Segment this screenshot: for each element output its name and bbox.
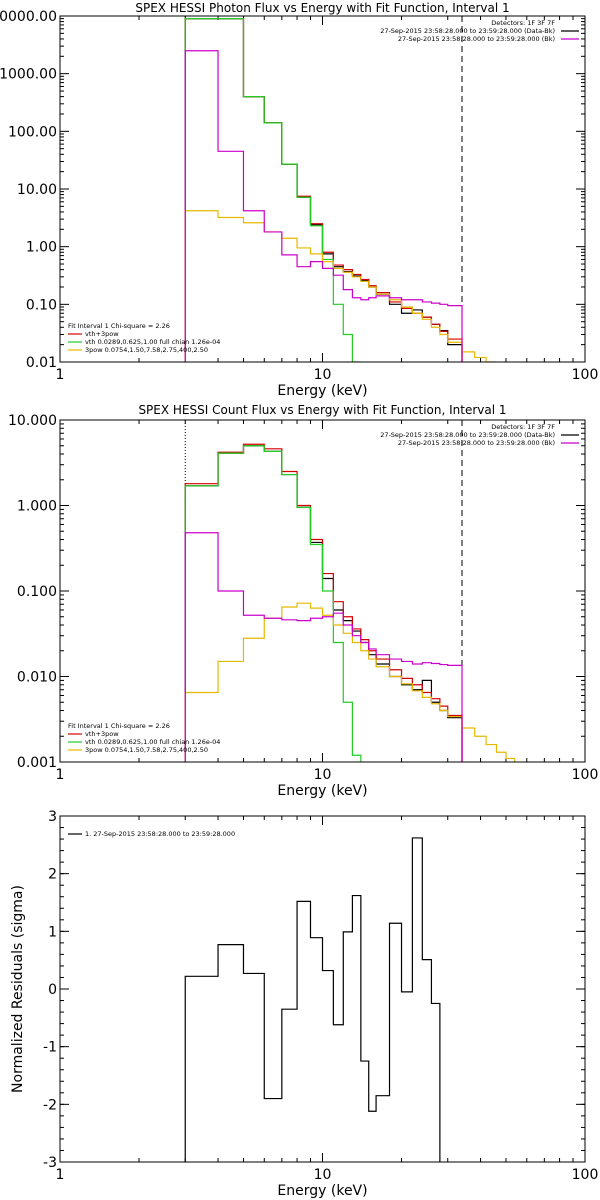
legend-text: vth+3pow bbox=[85, 730, 119, 738]
x-tick-label: 10 bbox=[314, 367, 332, 383]
y-tick-label: 0 bbox=[48, 982, 57, 998]
x-tick-label: 10 bbox=[314, 767, 332, 783]
legend-text: vth+3pow bbox=[85, 330, 119, 338]
series-data-line bbox=[184, 18, 463, 362]
y-tick-label: 10.00 bbox=[17, 182, 57, 198]
header-text: Detectors: 1F 3F 7F bbox=[491, 19, 555, 27]
x-tick-label: 1 bbox=[56, 367, 65, 383]
header-text: 27-Sep-2015 23:58:28.000 to 23:59:28.000… bbox=[380, 431, 555, 439]
y-tick-label: 1000.00 bbox=[0, 67, 57, 83]
y-tick-label: 0.100 bbox=[17, 584, 57, 600]
y-tick-label: -3 bbox=[43, 1155, 57, 1171]
legend-text: Fit Interval 1 Chi-square = 2.26 bbox=[68, 322, 170, 330]
series-background-line bbox=[184, 532, 463, 762]
y-tick-label: 100.00 bbox=[8, 124, 57, 140]
series-group bbox=[184, 443, 516, 762]
header-text: Detectors: 1F 3F 7F bbox=[491, 423, 555, 431]
y-tick-label: 0.001 bbox=[17, 755, 57, 771]
y-tick-label: 0.010 bbox=[17, 670, 57, 686]
series-background-line bbox=[184, 50, 463, 362]
x-tick-label: 100 bbox=[572, 767, 599, 783]
y-tick-label: 0.01 bbox=[26, 355, 57, 371]
series-model-line bbox=[184, 443, 463, 762]
header-text: 27-Sep-2015 23:58:28.000 to 23:59:28.000… bbox=[380, 27, 555, 35]
series-residuals-line bbox=[184, 837, 463, 1162]
legend-text: 3pow 0.0754,1.50,7.58,2.75,400,2.50 bbox=[85, 746, 208, 754]
y-axis-label: Normalized Residuals (sigma) bbox=[10, 885, 26, 1093]
legend-text: vth 0.0289,0.625,1.00 full chian 1.26e-0… bbox=[85, 338, 220, 346]
y-tick-label: 1.00 bbox=[26, 240, 57, 256]
x-tick-label: 100 bbox=[572, 367, 599, 383]
plot-frame bbox=[59, 15, 586, 363]
residuals-panel: 1 10 100 -3 -2 -1 0 1 2 3 Energy (keV) Normalized R… bbox=[10, 809, 598, 1199]
legend-text: 1. 27-Sep-2015 23:58:28.000 to 23:59:28.… bbox=[85, 830, 235, 838]
y-tick-label: 3 bbox=[48, 809, 57, 825]
x-axis-label: Energy (keV) bbox=[277, 1183, 367, 1199]
legend-text: vth 0.0289,0.625,1.00 full chian 1.26e-0… bbox=[85, 738, 220, 746]
plot-frame bbox=[59, 419, 586, 763]
x-tick-label: 1 bbox=[56, 767, 65, 783]
y-tick-label: 0.10 bbox=[26, 297, 57, 313]
legend-text: Fit Interval 1 Chi-square = 2.26 bbox=[68, 722, 170, 730]
y-tick-label: 10000.00 bbox=[0, 9, 57, 25]
x-tick-label: 100 bbox=[572, 1167, 599, 1183]
series-powerlaw-line bbox=[184, 602, 516, 762]
legend-text: 3pow 0.0754,1.50,7.58,2.75,400,2.50 bbox=[85, 346, 208, 354]
x-tick-label: 10 bbox=[314, 1167, 332, 1183]
y-tick-label: 10.000 bbox=[8, 413, 57, 429]
series-thermal-line bbox=[184, 445, 362, 762]
y-tick-label: -2 bbox=[43, 1097, 57, 1113]
y-tick-label: 1 bbox=[48, 924, 57, 940]
photon-flux-panel: SPEX HESSI Photon Flux vs Energy with Fi… bbox=[0, 1, 598, 399]
chart-title: SPEX HESSI Count Flux vs Energy with Fit… bbox=[138, 403, 506, 417]
series-thermal-line bbox=[184, 18, 361, 362]
plot-frame bbox=[59, 815, 586, 1163]
y-tick-label: -1 bbox=[43, 1040, 57, 1056]
x-tick-label: 1 bbox=[56, 1167, 65, 1183]
chart-title: SPEX HESSI Photon Flux vs Energy with Fi… bbox=[135, 1, 509, 15]
series-group bbox=[184, 837, 463, 1162]
y-tick-label: 1.000 bbox=[17, 499, 57, 515]
header-text: 27-Sep-2015 23:58:28.000 to 23:59:28.000… bbox=[398, 35, 555, 43]
series-group bbox=[184, 18, 497, 362]
series-data-line bbox=[184, 445, 463, 762]
header-text: 27-Sep-2015 23:58:28.000 to 23:59:28.000… bbox=[398, 439, 555, 447]
x-axis-label: Energy (keV) bbox=[277, 383, 367, 399]
count-flux-panel: SPEX HESSI Count Flux vs Energy with Fit… bbox=[8, 403, 598, 799]
y-tick-label: 2 bbox=[48, 867, 57, 883]
x-axis-label: Energy (keV) bbox=[277, 783, 367, 799]
